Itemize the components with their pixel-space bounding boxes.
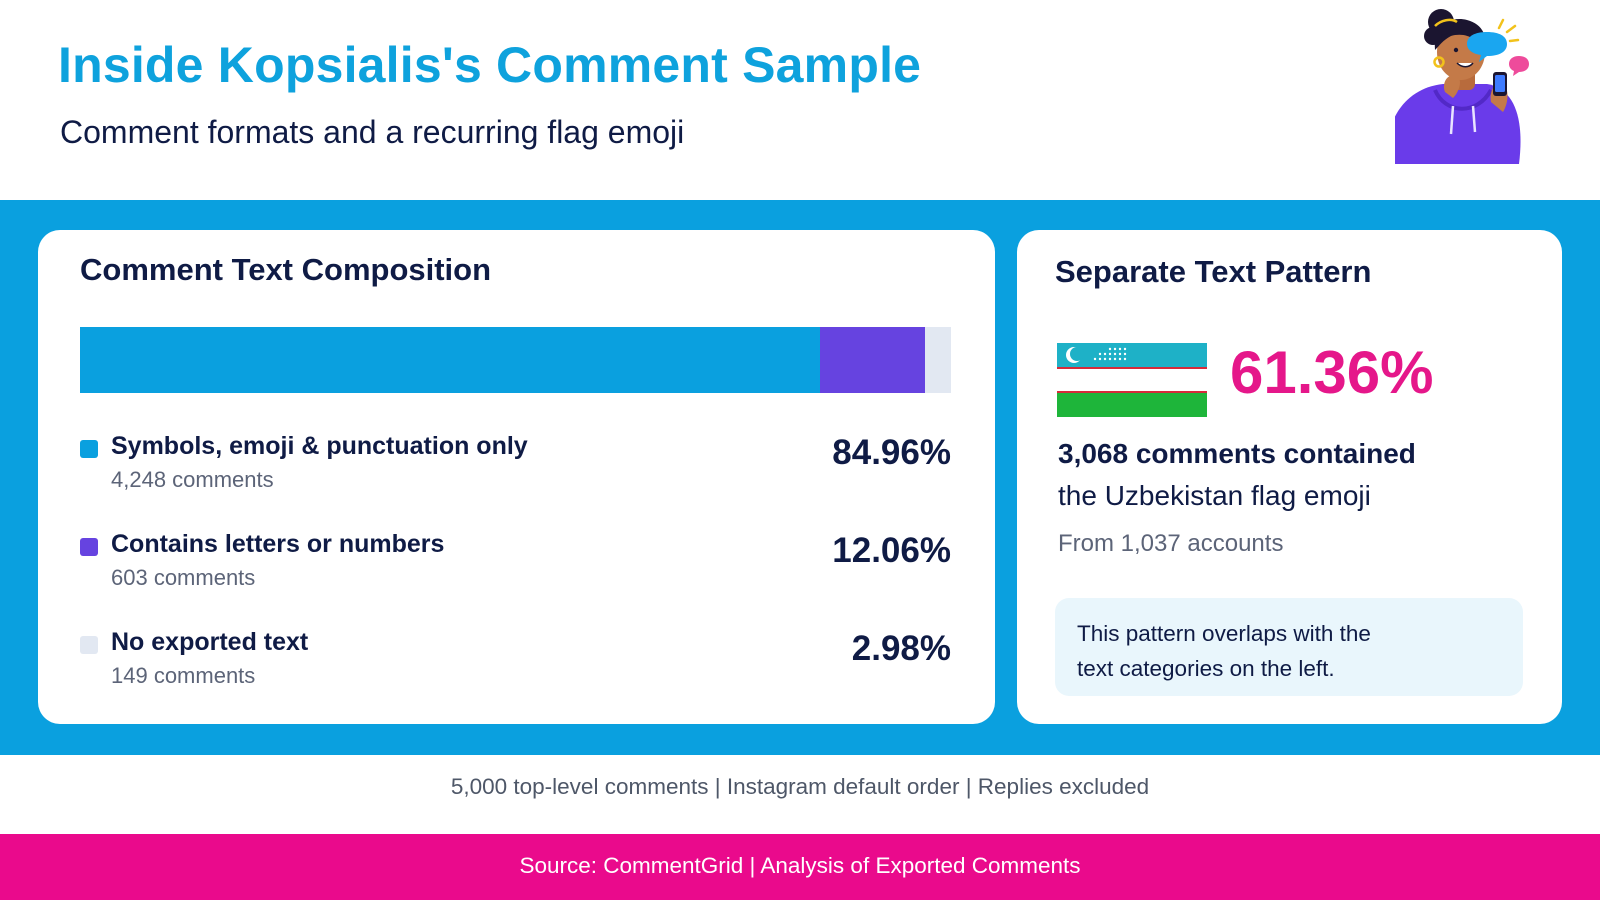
page-subtitle: Comment formats and a recurring flag emo… (60, 114, 685, 150)
bar-segment-no-text (925, 327, 951, 393)
legend-item-symbols: Symbols, emoji & punctuation only 4,248 … (80, 430, 951, 500)
flag-emoji-description: the Uzbekistan flag emoji (1058, 480, 1371, 511)
legend-count: 149 comments (111, 663, 256, 688)
overlap-note-text: This pattern overlaps with the text cate… (1077, 621, 1371, 681)
legend-swatch-symbols (80, 440, 98, 458)
overlap-note: This pattern overlaps with the text cate… (1055, 598, 1523, 696)
legend-percent: 84.96% (832, 433, 951, 472)
legend-item-no-text: No exported text 149 comments 2.98% (80, 626, 951, 696)
legend-swatch-letters (80, 538, 98, 556)
legend-label: Contains letters or numbers (111, 530, 445, 558)
legend-item-letters: Contains letters or numbers 603 comments… (80, 528, 951, 598)
flag-comment-count: 3,068 comments contained (1058, 438, 1416, 469)
header: Inside Kopsialis's Comment Sample Commen… (0, 0, 1600, 200)
legend-percent: 12.06% (832, 531, 951, 570)
flag-emoji-percent: 61.36% (1230, 339, 1434, 406)
pattern-card: Separate Text Pattern 61.36% 3,068 comme… (1017, 230, 1562, 724)
composition-card: Comment Text Composition Symbols, emoji … (38, 230, 995, 724)
legend-count: 603 comments (111, 565, 256, 590)
legend-label: Symbols, emoji & punctuation only (111, 432, 528, 460)
legend-percent: 2.98% (851, 629, 951, 668)
legend-swatch-no-text (80, 636, 98, 654)
source-bar: Source: CommentGrid | Analysis of Export… (0, 834, 1600, 900)
bar-segment-symbols (80, 327, 820, 393)
page-title: Inside Kopsialis's Comment Sample (58, 37, 922, 93)
person-with-phone-chat-illustration (1395, 9, 1529, 164)
source-text: Source: CommentGrid | Analysis of Export… (519, 853, 1081, 878)
legend-count: 4,248 comments (111, 467, 274, 492)
composition-title: Comment Text Composition (80, 252, 492, 287)
uzbekistan-flag-icon (1057, 343, 1207, 417)
pattern-title: Separate Text Pattern (1055, 254, 1372, 289)
sample-footnote: 5,000 top-level comments | Instagram def… (450, 774, 1150, 799)
account-count: From 1,037 accounts (1058, 530, 1284, 557)
legend-label: No exported text (111, 628, 309, 656)
bar-segment-letters (820, 327, 926, 393)
stacked-bar (80, 327, 951, 393)
